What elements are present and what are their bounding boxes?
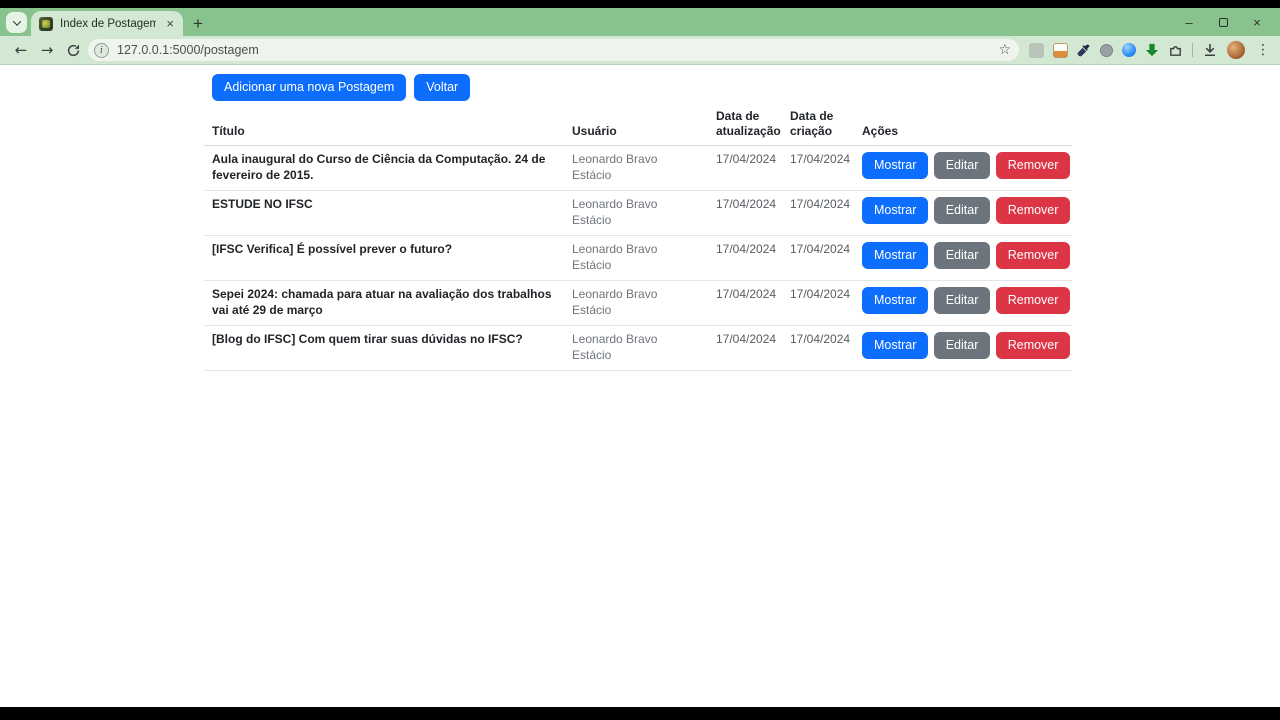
site-favicon-icon [39, 16, 53, 31]
disabled-extension-icon[interactable] [1029, 42, 1044, 58]
post-created: 17/04/2024 [782, 280, 854, 326]
header-data-atualizacao: Data de atualização [708, 103, 782, 146]
remover-button[interactable]: Remover [995, 286, 1071, 314]
editar-button[interactable]: Editar [933, 196, 991, 224]
screenshot-extension-icon[interactable] [1053, 42, 1068, 58]
profile-avatar[interactable] [1227, 41, 1245, 59]
post-updated: 17/04/2024 [708, 280, 782, 326]
chevron-down-icon [12, 16, 21, 26]
mostrar-button[interactable]: Mostrar [862, 241, 929, 269]
remover-button[interactable]: Remover [995, 196, 1071, 224]
posts-table: Título Usuário Data de atualização Data … [204, 103, 1072, 371]
eyedropper-extension-icon[interactable] [1077, 43, 1091, 57]
post-title: Aula inaugural do Curso de Ciência da Co… [204, 145, 564, 191]
post-user: Leonardo Bravo Estácio [564, 235, 708, 281]
post-user: Leonardo Bravo Estácio [564, 190, 708, 236]
remover-button[interactable]: Remover [995, 152, 1071, 179]
sphere-extension-icon[interactable] [1122, 43, 1136, 57]
table-row: ESTUDE NO IFSC Leonardo Bravo Estácio 17… [204, 190, 1072, 236]
header-data-criacao: Data de criação [782, 103, 854, 146]
post-updated: 17/04/2024 [708, 145, 782, 191]
new-tab-button[interactable]: + [193, 14, 203, 33]
post-user: Leonardo Bravo Estácio [564, 325, 708, 371]
bookmark-star-icon[interactable]: ☆ [998, 42, 1011, 58]
post-title: ESTUDE NO IFSC [204, 190, 564, 236]
post-title: Sepei 2024: chamada para atuar na avalia… [204, 280, 564, 326]
address-bar[interactable]: i ☆ [88, 39, 1019, 61]
post-user: Leonardo Bravo Estácio [564, 145, 708, 191]
restore-icon [1218, 17, 1228, 27]
tab-close-icon[interactable]: × [166, 16, 174, 31]
reload-button[interactable] [60, 38, 86, 62]
table-row: Aula inaugural do Curso de Ciência da Co… [204, 145, 1072, 191]
green-arrow-extension-icon[interactable] [1145, 43, 1159, 57]
debugger-extension-icon[interactable] [1100, 43, 1113, 57]
post-updated: 17/04/2024 [708, 235, 782, 281]
editar-button[interactable]: Editar [933, 331, 991, 359]
remover-button[interactable]: Remover [995, 331, 1071, 359]
header-usuario: Usuário [564, 103, 708, 146]
web-page: Adicionar uma nova Postagem Voltar Títul… [0, 65, 1280, 706]
post-title: [Blog do IFSC] Com quem tirar suas dúvid… [204, 325, 564, 371]
browser-toolbar: ← → i ☆ [0, 36, 1280, 65]
back-button[interactable]: ← [14, 41, 28, 59]
extensions-puzzle-icon[interactable] [1168, 43, 1183, 58]
toolbar-separator [1192, 43, 1193, 57]
post-created: 17/04/2024 [782, 145, 854, 191]
mostrar-button[interactable]: Mostrar [862, 331, 929, 359]
post-created: 17/04/2024 [782, 325, 854, 371]
post-created: 17/04/2024 [782, 190, 854, 236]
editar-button[interactable]: Editar [933, 241, 991, 269]
mostrar-button[interactable]: Mostrar [862, 286, 929, 314]
editar-button[interactable]: Editar [933, 286, 991, 314]
browser-window: Index de Postagem × + – × ← → i ☆ [0, 8, 1280, 707]
table-row: Sepei 2024: chamada para atuar na avalia… [204, 280, 1072, 326]
browser-menu-icon[interactable]: ⋮ [1256, 42, 1270, 58]
page-action-bar: Adicionar uma nova Postagem Voltar [212, 74, 1072, 101]
header-acoes: Ações [854, 103, 1072, 146]
post-created: 17/04/2024 [782, 235, 854, 281]
mostrar-button[interactable]: Mostrar [862, 152, 929, 179]
tab-search-button[interactable] [6, 12, 27, 33]
table-row: [Blog do IFSC] Com quem tirar suas dúvid… [204, 325, 1072, 371]
header-titulo: Título [204, 103, 564, 146]
page-content: Adicionar uma nova Postagem Voltar Títul… [204, 65, 1072, 371]
post-title: [IFSC Verifica] É possível prever o futu… [204, 235, 564, 281]
table-row: [IFSC Verifica] É possível prever o futu… [204, 235, 1072, 281]
tab-strip: Index de Postagem × + – × [0, 8, 1280, 36]
close-window-button[interactable]: × [1253, 14, 1261, 30]
minimize-button[interactable]: – [1185, 14, 1193, 30]
restore-button[interactable] [1206, 8, 1240, 36]
remover-button[interactable]: Remover [995, 241, 1071, 269]
tab-title: Index de Postagem [60, 17, 157, 30]
add-post-button[interactable]: Adicionar uma nova Postagem [212, 74, 407, 101]
tab-index-de-postagem[interactable]: Index de Postagem × [31, 11, 183, 36]
post-updated: 17/04/2024 [708, 190, 782, 236]
downloads-icon[interactable] [1202, 42, 1218, 58]
editar-button[interactable]: Editar [933, 152, 991, 179]
mostrar-button[interactable]: Mostrar [862, 196, 929, 224]
table-header-row: Título Usuário Data de atualização Data … [204, 103, 1072, 146]
site-info-icon[interactable]: i [94, 42, 109, 58]
post-user: Leonardo Bravo Estácio [564, 280, 708, 326]
voltar-button[interactable]: Voltar [414, 74, 471, 101]
extensions-area: ⋮ [1025, 41, 1272, 59]
post-updated: 17/04/2024 [708, 325, 782, 371]
url-input[interactable] [109, 43, 999, 57]
window-controls: – × [1172, 8, 1274, 36]
forward-button[interactable]: → [40, 41, 54, 59]
